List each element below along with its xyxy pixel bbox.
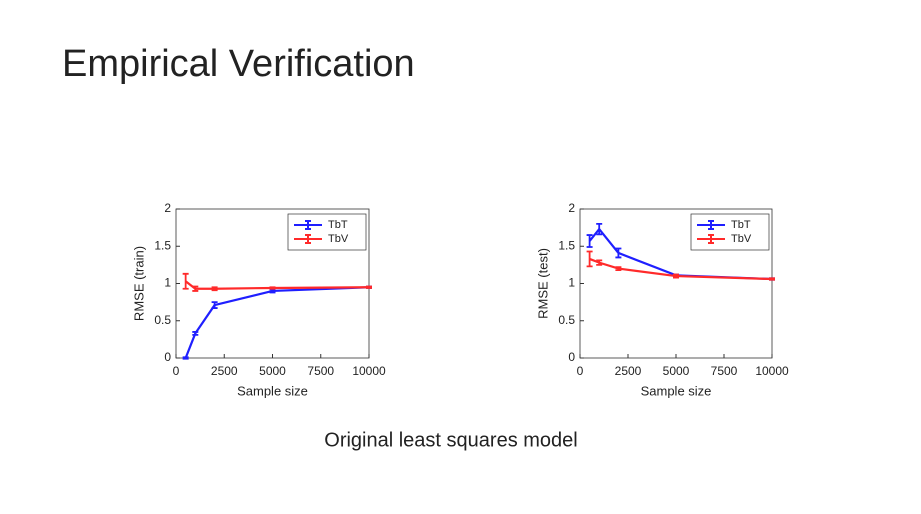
error-bar xyxy=(211,301,218,309)
error-bar xyxy=(615,247,622,259)
x-tick-label: 10000 xyxy=(755,364,789,378)
legend-box xyxy=(287,213,367,251)
y-tick-label: 0.5 xyxy=(558,313,575,327)
y-tick-label: 1.5 xyxy=(558,238,575,252)
y-tick-label: 1 xyxy=(164,276,171,290)
error-bar xyxy=(769,277,775,281)
legend-label: TbT xyxy=(328,219,348,231)
x-tick-label: 0 xyxy=(173,364,180,378)
y-tick-label: 0.5 xyxy=(154,313,171,327)
error-bar xyxy=(269,286,276,290)
x-tick-label: 7500 xyxy=(307,364,334,378)
error-bar xyxy=(615,266,622,271)
x-tick-label: 2500 xyxy=(615,364,642,378)
x-axis-label: Sample size xyxy=(237,383,308,398)
y-tick-label: 2 xyxy=(164,201,171,215)
error-bar xyxy=(366,285,372,289)
legend-label: TbV xyxy=(731,233,752,245)
y-axis-label: RMSE (test) xyxy=(535,248,550,319)
legend-label: TbV xyxy=(328,233,349,245)
error-bar xyxy=(211,286,218,292)
error-bar xyxy=(182,356,189,360)
legend-box xyxy=(690,213,770,251)
x-tick-label: 10000 xyxy=(352,364,386,378)
caption: Original least squares model xyxy=(324,429,577,451)
error-bar xyxy=(596,259,603,266)
legend-label: TbT xyxy=(731,219,751,231)
x-tick-label: 2500 xyxy=(211,364,238,378)
legend-swatch xyxy=(294,220,322,230)
x-axis-label: Sample size xyxy=(641,383,712,398)
error-bar xyxy=(596,223,603,236)
y-tick-label: 1 xyxy=(568,276,575,290)
error-bar xyxy=(192,285,199,292)
y-tick-label: 0 xyxy=(568,350,575,364)
error-bar xyxy=(182,272,189,290)
y-tick-label: 1.5 xyxy=(154,238,171,252)
legend-swatch xyxy=(697,220,725,230)
error-bar xyxy=(586,250,593,268)
error-bar xyxy=(586,234,593,248)
x-tick-label: 5000 xyxy=(663,364,690,378)
legend-swatch xyxy=(697,234,725,244)
x-tick-label: 0 xyxy=(577,364,584,378)
slide-title: Empirical Verification xyxy=(62,43,415,85)
x-tick-label: 5000 xyxy=(259,364,286,378)
y-axis-label: RMSE (train) xyxy=(131,246,146,321)
legend-swatch xyxy=(294,234,322,244)
y-tick-label: 2 xyxy=(568,201,575,215)
error-bar xyxy=(673,273,679,279)
y-tick-label: 0 xyxy=(164,350,171,364)
error-bar xyxy=(192,331,199,336)
x-tick-label: 7500 xyxy=(711,364,738,378)
